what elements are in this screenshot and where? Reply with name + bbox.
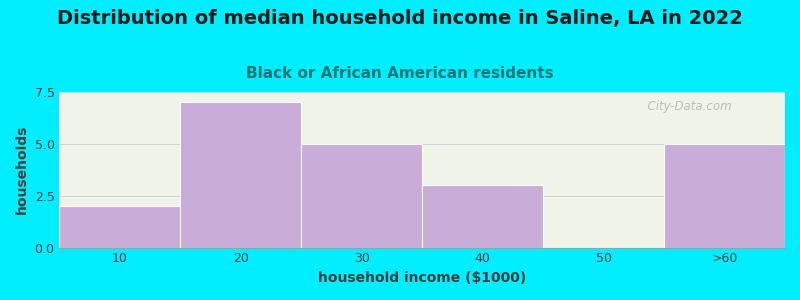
Bar [180,102,302,248]
Text: City-Data.com: City-Data.com [640,100,731,113]
Text: Black or African American residents: Black or African American residents [246,66,554,81]
Bar [302,144,422,248]
Y-axis label: households: households [15,125,29,214]
X-axis label: household income ($1000): household income ($1000) [318,271,526,285]
Bar [59,206,180,248]
Bar [664,144,785,248]
Bar [422,185,543,248]
Text: Distribution of median household income in Saline, LA in 2022: Distribution of median household income … [57,9,743,28]
